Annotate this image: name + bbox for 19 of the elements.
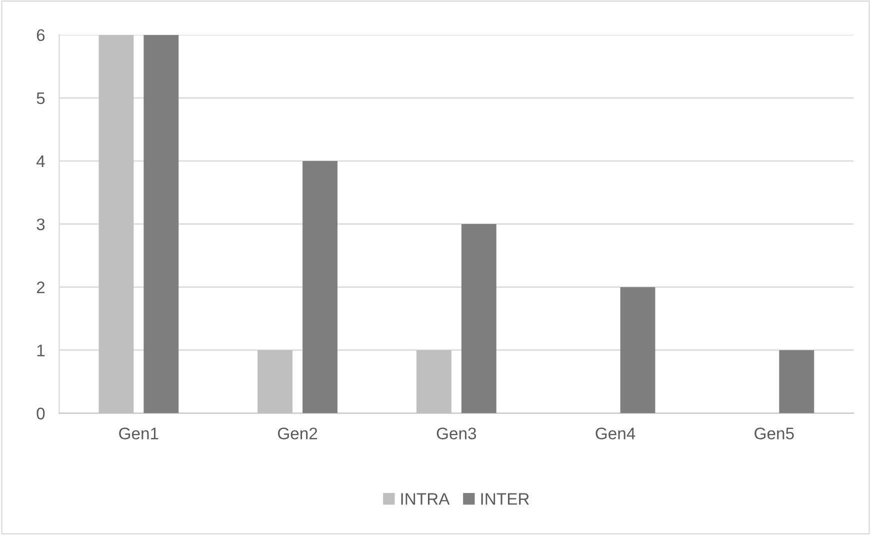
legend-label: INTER — [481, 493, 529, 505]
bar — [302, 160, 338, 414]
x-tick-label: Gen4 — [596, 428, 636, 440]
bar — [779, 350, 814, 414]
x-tick-label: Gen3 — [436, 428, 476, 440]
legend-label: INTRA — [401, 493, 450, 505]
y-tick-label: 5 — [36, 92, 45, 104]
x-tick-label: Gen5 — [754, 428, 794, 440]
y-tick-label: 1 — [37, 344, 45, 356]
y-tick-label: 6 — [36, 29, 45, 42]
y-tick-label: 2 — [36, 282, 45, 294]
y-tick-label: 0 — [36, 408, 45, 420]
bar — [144, 34, 179, 414]
x-tick-label: Gen1 — [119, 428, 158, 440]
bar — [461, 224, 496, 414]
x-tick-label: Gen2 — [278, 428, 318, 440]
bar — [620, 287, 656, 414]
y-tick-label: 3 — [36, 218, 45, 230]
y-tick-label: 4 — [36, 156, 45, 168]
